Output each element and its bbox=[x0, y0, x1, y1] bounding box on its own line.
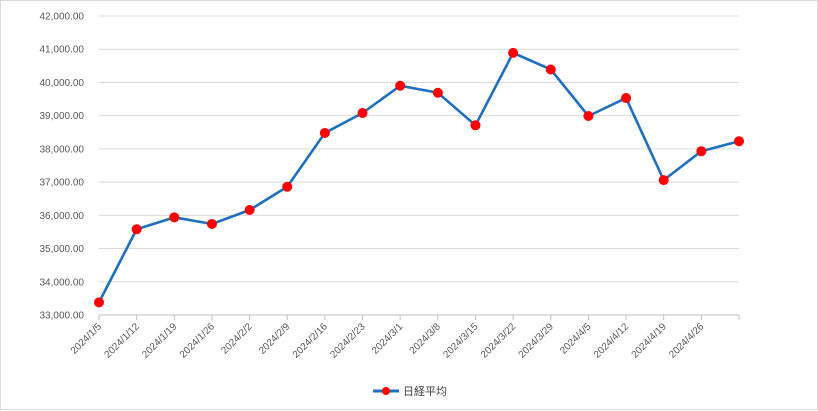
x-tick-label: 2024/3/29 bbox=[517, 321, 557, 361]
x-tick-label: 2024/3/22 bbox=[479, 321, 519, 361]
series-line bbox=[94, 47, 744, 308]
data-point bbox=[94, 297, 104, 308]
x-tick-label: 2024/2/9 bbox=[257, 321, 293, 357]
data-point bbox=[432, 87, 443, 98]
x-tick-label: 2024/3/8 bbox=[408, 321, 444, 357]
x-tick-label: 2024/1/19 bbox=[140, 321, 180, 361]
data-point bbox=[734, 136, 744, 147]
data-point bbox=[395, 80, 406, 91]
data-point bbox=[169, 212, 180, 223]
y-tick-label: 37,000.00 bbox=[40, 178, 85, 189]
data-point bbox=[244, 205, 255, 216]
y-tick-label: 35,000.00 bbox=[40, 244, 85, 255]
x-tick-label: 2024/1/5 bbox=[69, 321, 105, 357]
y-tick-label: 34,000.00 bbox=[40, 277, 85, 288]
legend-marker-swatch bbox=[382, 387, 390, 395]
data-point bbox=[545, 64, 556, 75]
data-point bbox=[583, 110, 594, 121]
y-axis: 33,000.00 34,000.00 35,000.00 36,000.00 37,0… bbox=[40, 12, 85, 322]
y-tick-label: 38,000.00 bbox=[40, 144, 85, 155]
x-tick-label: 2024/1/26 bbox=[178, 321, 218, 361]
x-tick-label: 2024/4/26 bbox=[667, 321, 707, 361]
y-tick-label: 42,000.00 bbox=[40, 12, 85, 23]
data-point bbox=[658, 175, 669, 186]
y-tick-label: 39,000.00 bbox=[40, 111, 85, 122]
x-tick-label: 2024/4/19 bbox=[630, 321, 670, 361]
data-point bbox=[357, 108, 368, 119]
y-tick-label: 36,000.00 bbox=[40, 211, 85, 222]
data-point bbox=[508, 47, 519, 58]
x-tick-label: 2024/2/16 bbox=[291, 321, 331, 361]
gridlines bbox=[99, 15, 739, 316]
data-point bbox=[696, 146, 707, 157]
data-point bbox=[319, 127, 330, 138]
x-tick-label: 2024/4/5 bbox=[558, 321, 594, 357]
y-tick-label: 40,000.00 bbox=[40, 78, 85, 89]
data-point bbox=[206, 218, 217, 229]
legend-label: 日経平均 bbox=[403, 385, 447, 398]
x-tick-label: 2024/3/15 bbox=[441, 321, 481, 361]
data-point bbox=[621, 93, 632, 104]
series-line-path bbox=[97, 51, 740, 303]
legend: 日経平均 bbox=[373, 385, 447, 398]
data-point bbox=[131, 224, 142, 235]
x-tick-label: 2024/4/12 bbox=[592, 321, 632, 361]
data-point bbox=[282, 181, 293, 192]
x-tick-label: 2024/2/23 bbox=[328, 321, 368, 361]
x-tick-label: 2024/3/1 bbox=[370, 321, 406, 357]
y-tick-label: 41,000.00 bbox=[40, 45, 85, 56]
data-point bbox=[470, 120, 481, 131]
x-tick-label: 2024/2/2 bbox=[219, 321, 255, 357]
x-tick-label: 2024/1/12 bbox=[103, 321, 143, 361]
y-tick-label: 33,000.00 bbox=[40, 311, 85, 322]
